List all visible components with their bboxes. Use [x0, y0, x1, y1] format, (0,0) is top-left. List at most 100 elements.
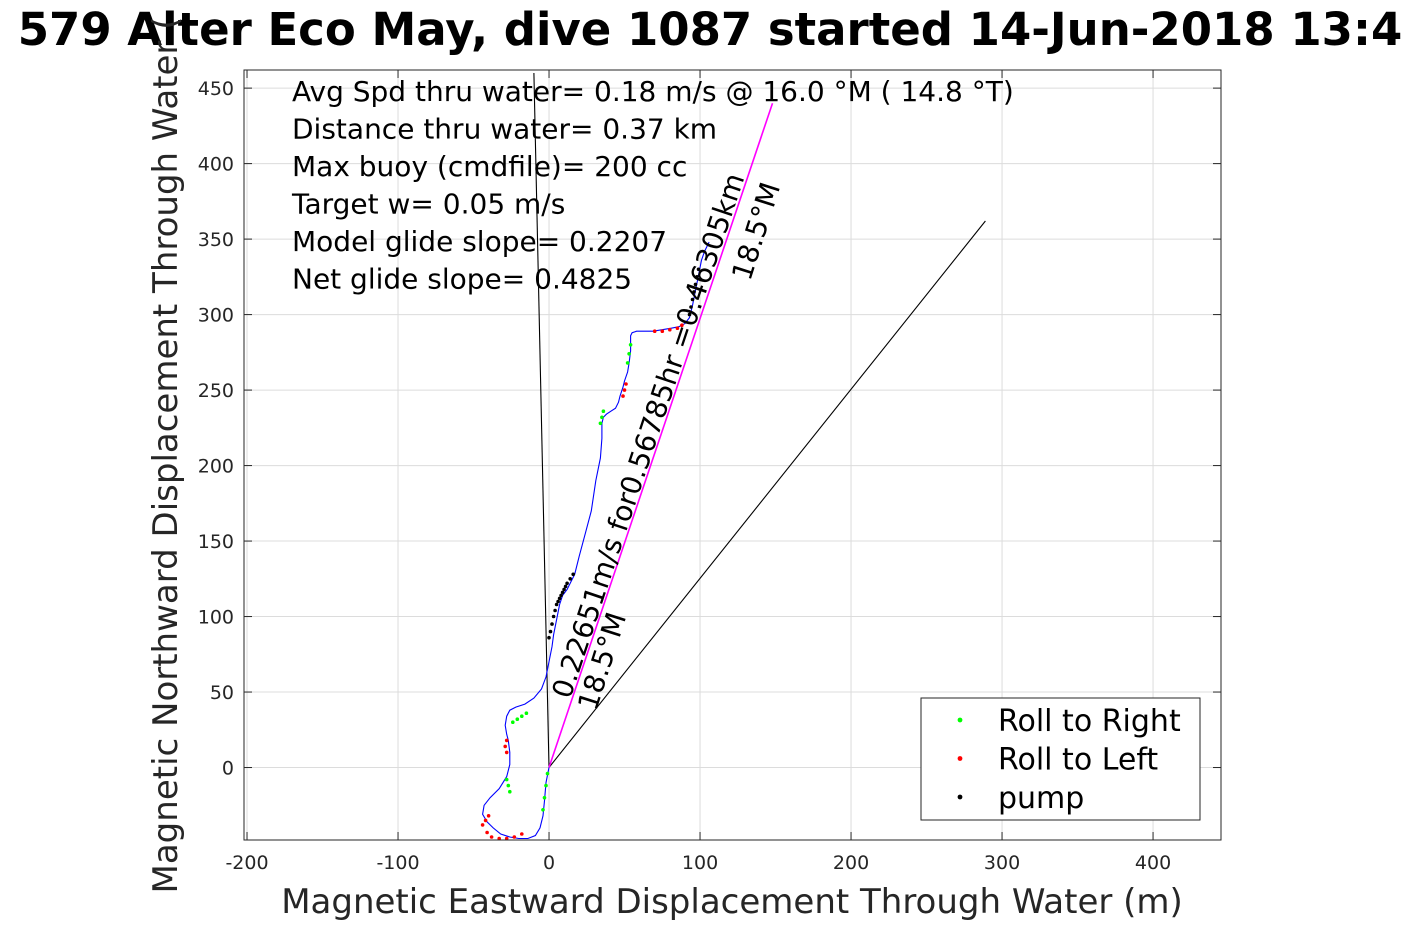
legend-box [920, 697, 1201, 821]
y-tick-label: 0 [222, 758, 234, 780]
roll-right-point [545, 771, 550, 776]
chart-title: 579 Alter Eco May, dive 1087 started 14-… [18, 3, 1403, 56]
y-tick-label: 150 [198, 531, 234, 553]
annotation-line: Max buoy (cmdfile)= 200 cc [292, 150, 687, 183]
roll-right-point [515, 717, 520, 721]
pump-point [689, 305, 693, 309]
pump-point [556, 599, 560, 604]
pump-point [565, 581, 569, 586]
pump-point [550, 622, 554, 626]
pump-point [551, 614, 556, 619]
roll-right-point [542, 795, 547, 800]
roll-right-point [506, 783, 511, 788]
annotation-block: Avg Spd thru water= 0.18 m/s @ 16.0 °M (… [291, 75, 1014, 296]
roll-left-point [497, 836, 502, 841]
pump-point [692, 290, 696, 294]
y-tick-label: 200 [198, 456, 234, 478]
y-tick-label: 250 [198, 380, 234, 402]
x-tick-label: 300 [984, 852, 1020, 874]
roll-left-point [622, 388, 627, 392]
pump-point [562, 587, 566, 592]
roll-right-point [541, 808, 545, 812]
pump-point [568, 577, 572, 581]
x-tick-label: 0 [543, 852, 555, 874]
points-layer [480, 267, 701, 841]
pump-point [559, 593, 563, 598]
roll-right-point [544, 783, 548, 788]
roll-right-point [524, 711, 529, 715]
legend-label: Roll to Right [998, 704, 1181, 739]
pump-point [690, 297, 695, 302]
roll-left-point [520, 832, 524, 836]
legend-marker [957, 756, 963, 761]
x-tick-label: 200 [833, 852, 869, 874]
pump-point [563, 584, 568, 589]
roll-left-point [483, 818, 488, 823]
roll-left-point [675, 326, 680, 331]
pump-point [695, 275, 699, 279]
x-tick-label: 400 [1135, 852, 1171, 874]
roll-left-point [680, 323, 684, 328]
roll-left-point [652, 329, 657, 334]
roll-right-point [600, 415, 604, 420]
pump-point [557, 596, 562, 601]
pump-point [687, 312, 692, 317]
x-tick-label: -200 [225, 852, 268, 874]
track-series [482, 241, 710, 840]
reference-lines [533, 72, 986, 768]
annotation-line: Net glide slope= 0.4825 [292, 263, 632, 296]
heading-line-series [548, 102, 774, 768]
reference-line-series [548, 220, 986, 768]
annotation-line: Target w= 0.05 m/s [291, 188, 565, 221]
roll-right-point [627, 352, 631, 356]
y-tick-label: 400 [198, 154, 234, 176]
x-tick-label: 100 [682, 852, 718, 874]
roll-left-point [512, 835, 517, 839]
roll-right-point [598, 421, 603, 426]
roll-right-point [628, 343, 633, 347]
legend-label: Roll to Left [998, 743, 1158, 778]
roll-left-point [621, 394, 625, 398]
roll-left-point [504, 738, 509, 743]
y-tick-label: 350 [198, 229, 234, 251]
legend-label: pump [998, 781, 1084, 816]
annotation-line: Distance thru water= 0.37 km [292, 113, 717, 146]
pump-point [553, 608, 557, 613]
pump-point [548, 629, 553, 634]
plot-frame [243, 69, 1222, 841]
roll-left-point [486, 814, 491, 818]
roll-right-point [520, 714, 524, 718]
pump-point [554, 602, 559, 607]
track-layer [482, 241, 710, 840]
roll-right-point [504, 777, 509, 782]
y-tick-label: 100 [198, 607, 234, 629]
y-tick-label: 450 [198, 78, 234, 100]
x-tick-label: -100 [376, 852, 419, 874]
x-axis-label: Magnetic Eastward Displacement Through W… [281, 882, 1183, 922]
roll-right-point [511, 720, 515, 724]
roll-left-point [660, 329, 665, 334]
roll-left-point [668, 327, 672, 332]
legend-marker [957, 717, 963, 723]
pump-point [696, 267, 701, 272]
pump-point [547, 635, 551, 640]
legend-marker [957, 794, 963, 800]
annotation-line: Model glide slope= 0.2207 [292, 225, 667, 258]
roll-left-point [624, 382, 628, 386]
y-tick-label: 50 [210, 682, 234, 704]
roll-right-point [601, 409, 606, 414]
y-axis-label: Magnetic Northward Displacement Through … [146, 17, 186, 894]
pump-point [571, 572, 575, 577]
roll-left-point [504, 750, 509, 755]
roll-right-point [625, 361, 630, 365]
axis-ticks: -200 -100 0 100 200 300 400 0 50 100 150 200 250 300 3… [198, 70, 1221, 874]
roll-left-point [504, 836, 509, 841]
reference-line-series [533, 72, 550, 768]
roll-left-point [503, 744, 508, 749]
roll-left-point [480, 823, 485, 827]
pump-point [560, 590, 565, 595]
roll-left-point [485, 830, 489, 835]
